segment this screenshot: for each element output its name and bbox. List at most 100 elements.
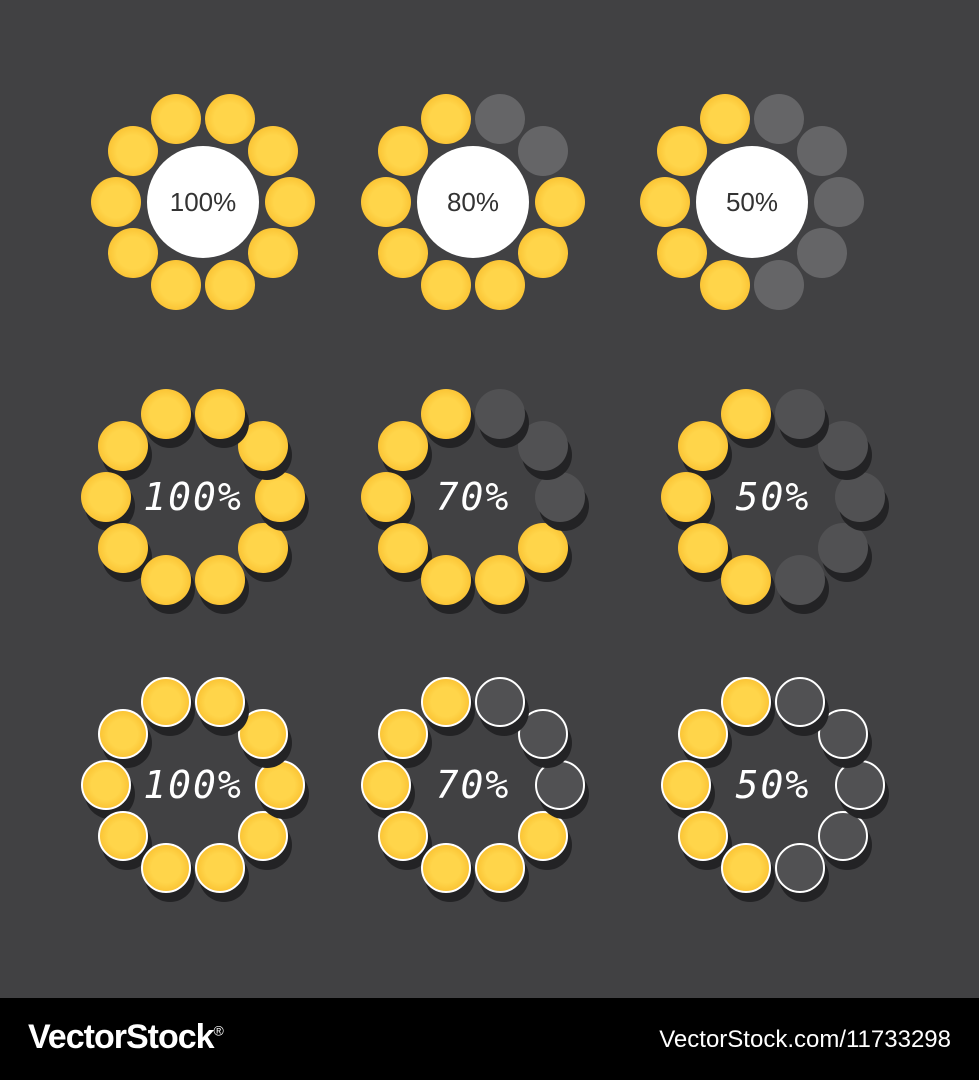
progress-dot-filled (91, 177, 141, 227)
progress-label: 50% (735, 475, 811, 519)
loader-raised-4: 100% (73, 377, 313, 617)
progress-dot-filled (421, 554, 472, 605)
progress-dot-filled (474, 259, 525, 310)
progress-dot-filled (204, 259, 255, 310)
progress-dot-filled (97, 420, 148, 471)
progress-dot-filled (238, 523, 289, 574)
loader-outlined-8: 70% (353, 665, 593, 905)
progress-dot-filled (700, 259, 751, 310)
progress-dot-filled (640, 177, 690, 227)
progress-dot-filled (141, 842, 192, 893)
progress-dot-filled (194, 842, 245, 893)
progress-dot-filled (81, 760, 131, 810)
progress-dot-filled (151, 94, 202, 145)
progress-dot-filled (377, 811, 428, 862)
progress-dot-empty (474, 389, 525, 440)
progress-dot-filled (656, 125, 707, 176)
progress-dot-filled (377, 523, 428, 574)
progress-dot-filled (377, 125, 428, 176)
progress-dot-filled (677, 708, 728, 759)
progress-dot-filled (194, 389, 245, 440)
progress-label: 50% (735, 763, 811, 807)
progress-dot-filled (248, 228, 299, 279)
progress-dot-empty (774, 554, 825, 605)
loader-outlined-7: 100% (73, 665, 313, 905)
loader-raised-5: 70% (353, 377, 593, 617)
loader-grid: 100% 80% 50% 100% 70% 50% 100% 70% 50% (73, 82, 893, 905)
progress-dot-empty (814, 177, 864, 227)
progress-dot-filled (141, 554, 192, 605)
progress-dot-filled (107, 228, 158, 279)
progress-dot-filled (721, 389, 772, 440)
progress-dot-filled (107, 125, 158, 176)
progress-dot-empty (797, 228, 848, 279)
progress-dot-empty (518, 125, 569, 176)
progress-dot-filled (518, 523, 569, 574)
progress-dot-empty (835, 472, 885, 522)
progress-dot-filled (421, 677, 472, 728)
progress-dot-filled (474, 554, 525, 605)
progress-label: 100% (143, 763, 243, 807)
progress-dot-filled (661, 760, 711, 810)
progress-dot-empty (753, 259, 804, 310)
progress-dot-empty (535, 760, 585, 810)
progress-dot-filled (238, 420, 289, 471)
progress-dot-empty (774, 389, 825, 440)
progress-dot-filled (421, 94, 472, 145)
progress-dot-filled (97, 811, 148, 862)
progress-dot-filled (377, 708, 428, 759)
progress-dot-filled (255, 760, 305, 810)
loader-outlined-9: 50% (653, 665, 893, 905)
progress-dot-filled (255, 472, 305, 522)
loader-flat-3: 50% (632, 82, 872, 322)
progress-dot-empty (474, 94, 525, 145)
progress-dot-filled (238, 811, 289, 862)
progress-dot-filled (238, 708, 289, 759)
brand-name: VectorStock (28, 1018, 215, 1056)
progress-label: 70% (435, 475, 511, 519)
progress-dot-filled (474, 842, 525, 893)
progress-dot-empty (535, 472, 585, 522)
progress-dot-empty (818, 708, 869, 759)
progress-dot-filled (248, 125, 299, 176)
progress-dot-filled (535, 177, 585, 227)
progress-dot-filled (518, 228, 569, 279)
progress-dot-filled (518, 811, 569, 862)
progress-dot-empty (818, 420, 869, 471)
progress-dot-filled (265, 177, 315, 227)
registered-mark: ® (213, 1022, 224, 1039)
progress-dot-empty (818, 523, 869, 574)
progress-dot-filled (204, 94, 255, 145)
progress-dot-filled (194, 554, 245, 605)
progress-label: 70% (435, 763, 511, 807)
progress-dot-filled (677, 420, 728, 471)
progress-dot-filled (361, 472, 411, 522)
progress-dot-empty (774, 677, 825, 728)
progress-dot-filled (97, 708, 148, 759)
progress-dot-filled (141, 677, 192, 728)
progress-dot-filled (141, 389, 192, 440)
progress-label: 100% (143, 475, 243, 519)
progress-dot-filled (377, 228, 428, 279)
progress-dot-filled (677, 811, 728, 862)
progress-dot-empty (518, 420, 569, 471)
progress-dot-filled (721, 554, 772, 605)
progress-dot-filled (361, 760, 411, 810)
image-id: VectorStock.com/11733298 (659, 1026, 951, 1053)
progress-dot-filled (377, 420, 428, 471)
loader-raised-6: 50% (653, 377, 893, 617)
progress-dot-filled (661, 472, 711, 522)
progress-dot-filled (97, 523, 148, 574)
progress-dot-filled (721, 842, 772, 893)
progress-dot-empty (835, 760, 885, 810)
progress-dot-filled (421, 842, 472, 893)
progress-dot-filled (700, 94, 751, 145)
progress-dot-empty (797, 125, 848, 176)
progress-dot-filled (421, 389, 472, 440)
progress-dot-filled (677, 523, 728, 574)
progress-dot-filled (151, 259, 202, 310)
progress-dot-filled (656, 228, 707, 279)
loader-flat-1: 100% (83, 82, 323, 322)
progress-label: 50% (696, 146, 808, 258)
progress-dot-empty (474, 677, 525, 728)
